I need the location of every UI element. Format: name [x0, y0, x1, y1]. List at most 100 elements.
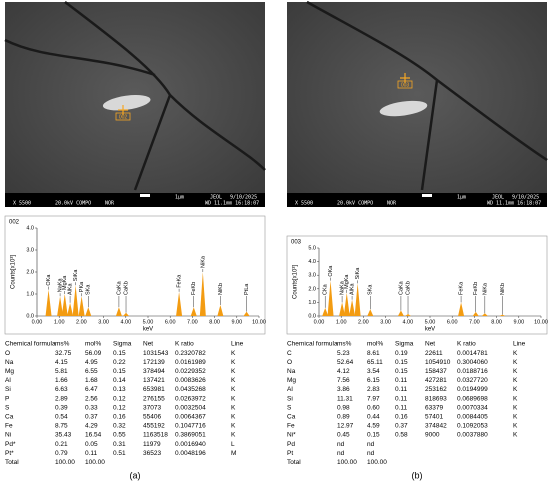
x-tick-label: 5.00: [425, 319, 436, 325]
spectrum-peak: [57, 296, 64, 316]
table-cell: 1054910: [425, 359, 451, 366]
table-cell: K: [231, 359, 236, 366]
info-text: 20.0kV COMPO: [337, 201, 373, 207]
spectrum-peak: [123, 312, 130, 316]
table-cell: 0.54: [55, 414, 68, 421]
spectrum-peak: [72, 285, 79, 316]
x-tick-label: 4.00: [402, 319, 413, 325]
table-cell: 52.64: [337, 359, 354, 366]
table-cell: Si: [287, 395, 293, 402]
spectrum-peak: [327, 280, 334, 316]
table-cell: K: [513, 404, 518, 411]
table-cell: 0.89: [337, 414, 350, 421]
table-cell: K: [231, 395, 236, 402]
table-cell: Na: [5, 359, 14, 366]
spectrum-peak: [481, 313, 488, 316]
table-cell: 0.0014781: [457, 350, 488, 357]
table-cell: Ni*: [287, 432, 296, 439]
spectrum-peak: [190, 307, 197, 316]
table-cell: K: [513, 350, 518, 357]
table-cell: 4.29: [85, 423, 98, 430]
table-cell: 0.51: [113, 450, 126, 457]
table-cell: 0.0084405: [457, 414, 488, 421]
table-cell: 653981: [143, 386, 165, 393]
marker-box: [397, 80, 413, 89]
table-cell: 0.1047716: [175, 423, 206, 430]
scale-bar: [140, 194, 150, 197]
table-cell: K: [231, 414, 236, 421]
table-cell: 4.15: [55, 359, 68, 366]
table-cell: 0.05: [85, 441, 98, 448]
table-cell: Mg: [5, 368, 14, 375]
table-cell: 0.12: [113, 404, 126, 411]
peak-label: CaKa: [398, 280, 404, 295]
table-cell: 0.15: [113, 350, 126, 357]
peak-label: SKa: [86, 284, 92, 295]
table-cell: 0.11: [85, 450, 98, 457]
x-tick-label: 7.00: [469, 319, 480, 325]
x-tick-label: 9.00: [513, 319, 524, 325]
table-cell: 374842: [425, 423, 447, 430]
x-tick-label: 0.00: [32, 319, 43, 325]
y-tick-label: 3.0: [308, 273, 316, 279]
table-cell: 0.0435268: [175, 386, 206, 393]
table-cell: 0.60: [367, 404, 380, 411]
peak-label: CaKb: [123, 281, 129, 295]
table-cell: 100.00: [55, 459, 75, 466]
spectrum-peak: [472, 311, 479, 316]
table-cell: 100.00: [367, 459, 387, 466]
table-cell: 0.0064367: [175, 414, 206, 421]
table-cell: 22611: [425, 350, 443, 357]
peak-label: AlKa: [350, 282, 356, 295]
table-header: Net: [425, 341, 435, 348]
table-cell: 253162: [425, 386, 447, 393]
table-cell: 0.31: [113, 441, 126, 448]
table-cell: 0.15: [367, 432, 380, 439]
table-cell: 0.22: [113, 359, 126, 366]
table-cell: 12.97: [337, 423, 354, 430]
info-text: NOR: [105, 201, 115, 207]
particle: [379, 100, 428, 117]
table-cell: 0.0070334: [457, 404, 488, 411]
table-cell: 0.14: [113, 377, 126, 384]
table-cell: C: [287, 350, 292, 357]
table-cell: 0.11: [395, 386, 408, 393]
x-tick-label: 10.00: [252, 319, 266, 325]
table-cell: M: [231, 450, 236, 457]
info-text: JEOL: [210, 195, 222, 201]
table-cell: 0.15: [395, 368, 408, 375]
spectrum-peak: [45, 289, 52, 316]
info-bar: [5, 193, 265, 207]
table-cell: 0.15: [113, 368, 126, 375]
peak-label: NaKa: [58, 278, 64, 293]
spectrum-peak: [322, 307, 329, 316]
table-cell: 11979: [143, 441, 161, 448]
table-cell: Ca: [287, 414, 296, 421]
table-cell: K: [231, 404, 236, 411]
table-cell: 137421: [143, 377, 165, 384]
table-cell: 11.31: [337, 395, 353, 402]
table-cell: 36523: [143, 450, 161, 457]
table-cell: 0.0032504: [175, 404, 206, 411]
table-cell: 8.75: [55, 423, 68, 430]
table-cell: 9000: [425, 432, 440, 439]
spectrum-peak: [343, 292, 350, 316]
spectrum-peak: [78, 296, 85, 316]
table-cell: 0.19: [395, 350, 408, 357]
y-tick-label: 4.0: [308, 259, 316, 265]
panel: 003 X 5500 20.0kV COMPO NOR 1μm JEOL 9/10/2025…: [286, 0, 548, 480]
info-text: JEOL: [492, 195, 504, 201]
table-cell: 427281: [425, 377, 447, 384]
table-cell: S: [287, 404, 292, 411]
spectrum-peak: [354, 283, 361, 316]
table-cell: 7.97: [367, 395, 380, 402]
table-cell: K: [513, 359, 518, 366]
table-cell: 37073: [143, 404, 161, 411]
table-cell: 378494: [143, 368, 165, 375]
peak-label: AlKa: [68, 282, 74, 295]
crack: [4, 1, 266, 191]
scale-bar: [422, 194, 432, 197]
table-header: Line: [513, 341, 526, 348]
table-cell: K: [513, 368, 518, 375]
table-cell: Mg: [287, 377, 296, 384]
